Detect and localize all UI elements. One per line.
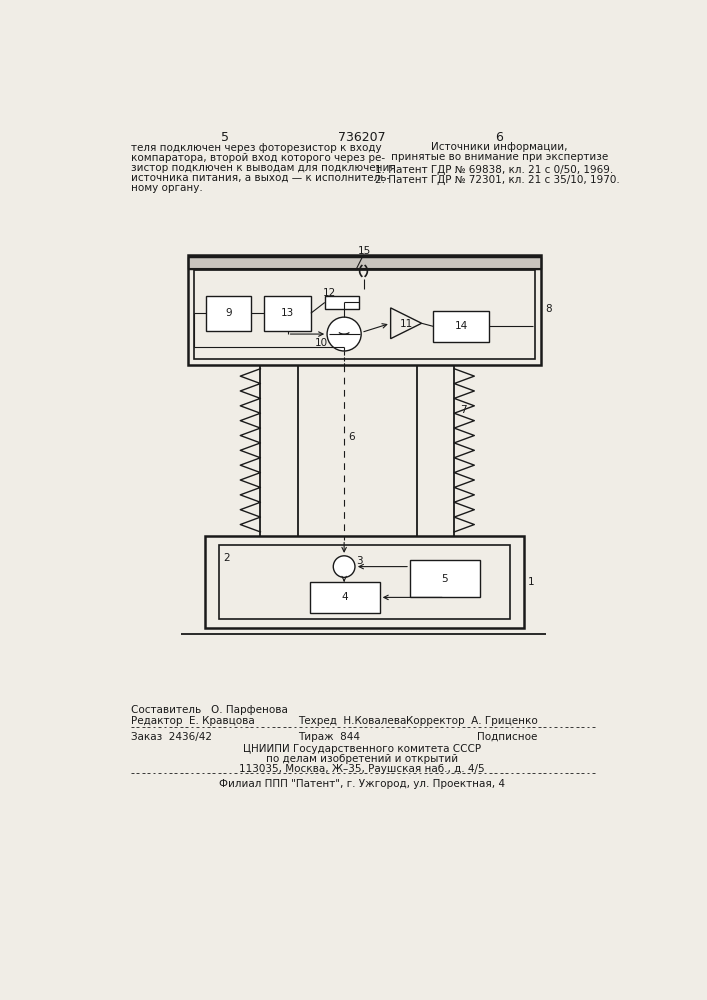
Text: компаратора, второй вход которого через ре-: компаратора, второй вход которого через … [131,153,385,163]
Text: 2. Патент ГДР № 72301, кл. 21 с 35/10, 1970.: 2. Патент ГДР № 72301, кл. 21 с 35/10, 1… [375,175,620,185]
Text: 14: 14 [455,321,468,331]
Bar [206,296,251,331]
Bar [204,536,524,628]
Text: 11: 11 [400,319,413,329]
Text: Источники информации,: Источники информации, [431,142,568,152]
Text: 2: 2 [223,553,230,563]
Text: 7: 7 [460,405,467,415]
Text: Подписное: Подписное [477,732,538,742]
Bar [433,311,489,342]
Text: принятые во внимание при экспертизе: принятые во внимание при экспертизе [390,152,608,162]
Text: Филиал ППП "Патент", г. Ужгород, ул. Проектная, 4: Филиал ППП "Патент", г. Ужгород, ул. Про… [219,779,505,789]
Text: Тираж  844: Тираж 844 [298,732,360,742]
Text: 4: 4 [341,592,349,602]
Text: 8: 8 [545,304,551,314]
Text: 736207: 736207 [338,131,386,144]
Text: Техред  Н.Ковалева: Техред Н.Ковалева [298,716,406,726]
Text: Заказ  2436/42: Заказ 2436/42 [131,732,212,742]
Text: 10: 10 [315,338,328,348]
Text: 6: 6 [348,432,355,442]
Bar [410,560,480,597]
Text: Составитель   О. Парфенова: Составитель О. Парфенова [131,705,288,715]
Text: теля подключен через фоторезистор к входу: теля подключен через фоторезистор к вход… [131,143,382,153]
Bar [310,582,380,613]
Bar [194,270,534,359]
Text: 1. Патент ГДР № 69838, кл. 21 с 0/50, 1969.: 1. Патент ГДР № 69838, кл. 21 с 0/50, 19… [375,165,614,175]
Bar [264,296,311,331]
Text: 113035, Москва, Ж–35, Раушская наб., д. 4/5: 113035, Москва, Ж–35, Раушская наб., д. … [239,764,485,774]
Text: 5: 5 [221,131,229,144]
Text: 5: 5 [442,574,448,584]
Text: ному органу.: ному органу. [131,183,203,193]
Text: Корректор  А. Гриценко: Корректор А. Гриценко [406,716,538,726]
Text: 9: 9 [226,308,232,318]
Bar [218,545,510,619]
Text: 13: 13 [281,308,294,318]
Text: зистор подключен к выводам для подключения: зистор подключен к выводам для подключен… [131,163,396,173]
Circle shape [333,556,355,577]
Text: по делам изобретений и открытий: по делам изобретений и открытий [266,754,458,764]
Circle shape [327,317,361,351]
Text: 6: 6 [495,131,503,144]
Text: источника питания, а выход — к исполнитель-: источника питания, а выход — к исполните… [131,173,390,183]
Text: Редактор  Е. Кравцова: Редактор Е. Кравцова [131,716,255,726]
Text: 3: 3 [356,556,363,566]
Bar [187,255,541,365]
Bar [325,296,359,309]
Text: 1: 1 [528,577,534,587]
Text: 15: 15 [358,246,371,256]
Text: 12: 12 [323,288,337,298]
Bar [187,257,541,269]
Text: ЦНИИПИ Государственного комитета СССР: ЦНИИПИ Государственного комитета СССР [243,744,481,754]
